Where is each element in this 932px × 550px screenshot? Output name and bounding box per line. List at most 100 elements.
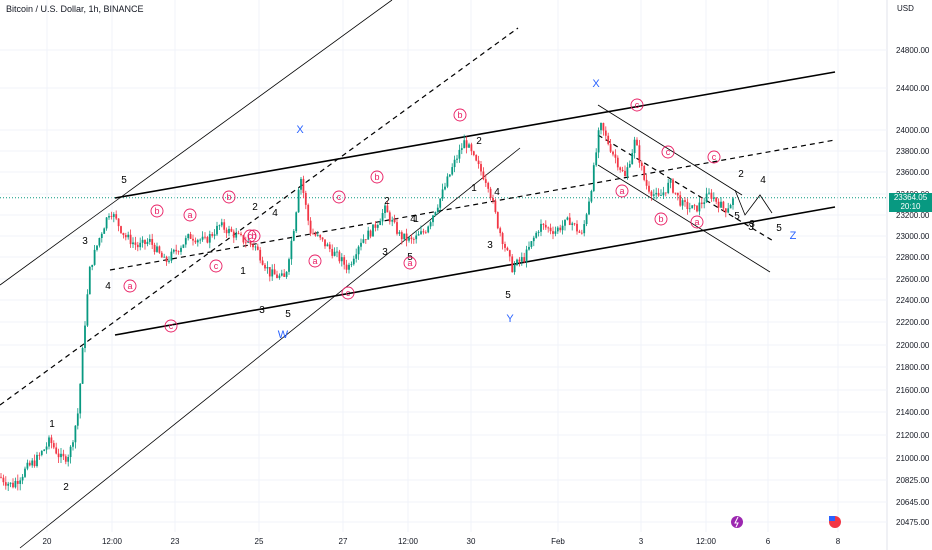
wedge-mid <box>597 134 776 243</box>
circled-wave-label: c <box>630 98 644 112</box>
candle-body <box>235 233 238 238</box>
candle-body <box>369 230 372 237</box>
candle-body <box>688 208 691 210</box>
candle-body <box>523 257 526 262</box>
candle-body <box>696 205 698 212</box>
candle-body <box>561 225 564 231</box>
price-tick: 20475.00 <box>896 518 930 527</box>
candle-body <box>247 241 250 243</box>
candle-body <box>367 230 370 240</box>
us-flag-icon[interactable] <box>829 516 841 528</box>
circled-wave-label: c <box>661 145 675 159</box>
candle-body <box>417 234 420 236</box>
candle-body <box>700 202 703 205</box>
candle-body <box>628 164 631 168</box>
candle-body <box>48 437 50 447</box>
candle-body <box>686 201 689 210</box>
candle-body <box>36 454 38 467</box>
candle-body <box>518 259 521 262</box>
time-tick: 8 <box>836 537 841 546</box>
candle-body <box>398 232 401 234</box>
candle-body <box>496 212 499 229</box>
candle-body <box>465 140 468 148</box>
candle-body <box>96 245 98 250</box>
candle-body <box>182 244 185 248</box>
price-axis[interactable]: 24800.00 24400.00 24000.00 23800.00 23600.00… <box>896 46 930 527</box>
wave-label: 5 <box>505 290 511 301</box>
candle-body <box>446 176 449 187</box>
candle-body <box>316 234 319 236</box>
candle-body <box>597 130 600 153</box>
candle-body <box>559 227 562 231</box>
candle-body <box>180 247 182 252</box>
candle-body <box>391 219 394 222</box>
candle-body <box>480 164 482 172</box>
candle-body <box>376 224 379 228</box>
candle-body <box>427 226 430 233</box>
drawings <box>0 0 836 549</box>
candle-body <box>297 189 300 213</box>
price-tick: 21600.00 <box>896 386 930 395</box>
candle-body <box>7 483 10 486</box>
wave-label: 5 <box>734 211 740 222</box>
candle-body <box>338 251 341 262</box>
candle-body <box>199 239 202 241</box>
candle-body <box>278 275 281 278</box>
candle-body <box>554 231 557 234</box>
candle-body <box>72 442 74 447</box>
candle-body <box>624 170 626 177</box>
candle-body <box>184 238 187 245</box>
candle-body <box>492 198 494 201</box>
candle-body <box>672 179 674 193</box>
candle-body <box>300 178 302 190</box>
candle-body <box>88 266 91 295</box>
candle-body <box>273 269 276 275</box>
time-tick: 27 <box>339 537 348 546</box>
candle-body <box>475 155 478 161</box>
candle-body <box>60 453 62 458</box>
candle-body <box>477 160 480 165</box>
svg-text:c: c <box>712 152 717 162</box>
candle-body <box>453 159 456 168</box>
candle-body <box>256 246 259 250</box>
candle-body <box>616 157 619 168</box>
time-axis[interactable]: 20 12:00 23 25 27 12:00 30 Feb 3 12:00 6 8 <box>43 537 841 546</box>
price-tick: 23600.00 <box>896 168 930 177</box>
candle-body <box>232 231 235 238</box>
candle-body <box>288 259 290 272</box>
candle-body <box>444 186 446 190</box>
candle-body <box>307 204 310 221</box>
candle-body <box>45 446 48 450</box>
candle-body <box>621 169 624 171</box>
candle-body <box>482 171 485 180</box>
candle-body <box>223 222 226 230</box>
svg-text:c: c <box>214 261 219 271</box>
candle-body <box>208 234 211 243</box>
candle-body <box>264 264 266 269</box>
candle-body <box>108 216 110 218</box>
svg-text:b: b <box>374 172 379 182</box>
candle-body <box>703 202 706 205</box>
candle-body <box>144 239 146 245</box>
candle-body <box>177 251 180 253</box>
candle-body <box>547 227 550 229</box>
price-tick: 22000.00 <box>896 341 930 350</box>
candle-body <box>319 234 322 238</box>
wave-label: 4 <box>494 187 500 198</box>
circled-wave-label: c <box>707 150 721 164</box>
outer-channel-lower <box>19 147 521 549</box>
circled-wave-label: a <box>690 215 704 229</box>
candle-body <box>636 139 638 146</box>
price-tick: 22400.00 <box>896 296 930 305</box>
wave-label: 2 <box>63 482 69 493</box>
wave-degree-label: Y <box>506 313 514 325</box>
svg-text:b: b <box>226 192 231 202</box>
dashed-midline <box>0 27 519 406</box>
candle-body <box>362 239 365 243</box>
candle-body <box>436 207 439 212</box>
price-tick: 22600.00 <box>896 275 930 284</box>
circled-wave-label: b <box>247 229 261 243</box>
lightning-icon[interactable] <box>731 516 743 528</box>
candle-body <box>626 167 629 177</box>
